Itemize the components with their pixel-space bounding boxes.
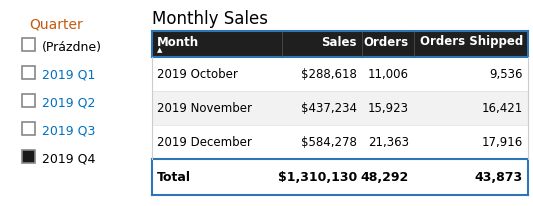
Bar — [152, 91, 528, 125]
Text: 2019 Q4: 2019 Q4 — [42, 152, 95, 165]
Text: $437,234: $437,234 — [301, 102, 357, 115]
Text: 2019 October: 2019 October — [157, 68, 238, 81]
Bar — [22, 94, 35, 107]
Text: 21,363: 21,363 — [368, 136, 409, 149]
Text: 16,421: 16,421 — [482, 102, 523, 115]
Text: 2019 Q3: 2019 Q3 — [42, 124, 95, 137]
Text: Orders: Orders — [364, 35, 409, 48]
Text: Total: Total — [157, 171, 191, 184]
Text: 2019 December: 2019 December — [157, 136, 252, 149]
Text: ▲: ▲ — [157, 47, 163, 53]
Text: 48,292: 48,292 — [361, 171, 409, 184]
Text: Orders Shipped: Orders Shipped — [420, 35, 523, 48]
Text: 2019 Q2: 2019 Q2 — [42, 96, 95, 109]
Text: $584,278: $584,278 — [301, 136, 357, 149]
Bar — [152, 159, 528, 195]
Bar — [22, 38, 35, 51]
Text: $288,618: $288,618 — [301, 68, 357, 81]
Bar — [22, 66, 35, 79]
Text: 9,536: 9,536 — [489, 68, 523, 81]
Text: 2019 November: 2019 November — [157, 102, 252, 115]
Text: $1,310,130: $1,310,130 — [278, 171, 357, 184]
Text: 11,006: 11,006 — [368, 68, 409, 81]
Bar — [152, 32, 528, 58]
Text: (Prázdne): (Prázdne) — [42, 40, 102, 53]
Bar — [152, 58, 528, 91]
Text: 43,873: 43,873 — [475, 171, 523, 184]
Text: Quarter: Quarter — [29, 18, 83, 32]
Text: 2019 Q1: 2019 Q1 — [42, 68, 95, 81]
Text: Sales: Sales — [321, 35, 357, 48]
Bar — [22, 150, 35, 163]
Text: 17,916: 17,916 — [482, 136, 523, 149]
Text: 15,923: 15,923 — [368, 102, 409, 115]
Text: Month: Month — [157, 35, 199, 48]
Bar — [152, 125, 528, 159]
Bar — [22, 122, 35, 135]
Text: Monthly Sales: Monthly Sales — [152, 10, 268, 28]
